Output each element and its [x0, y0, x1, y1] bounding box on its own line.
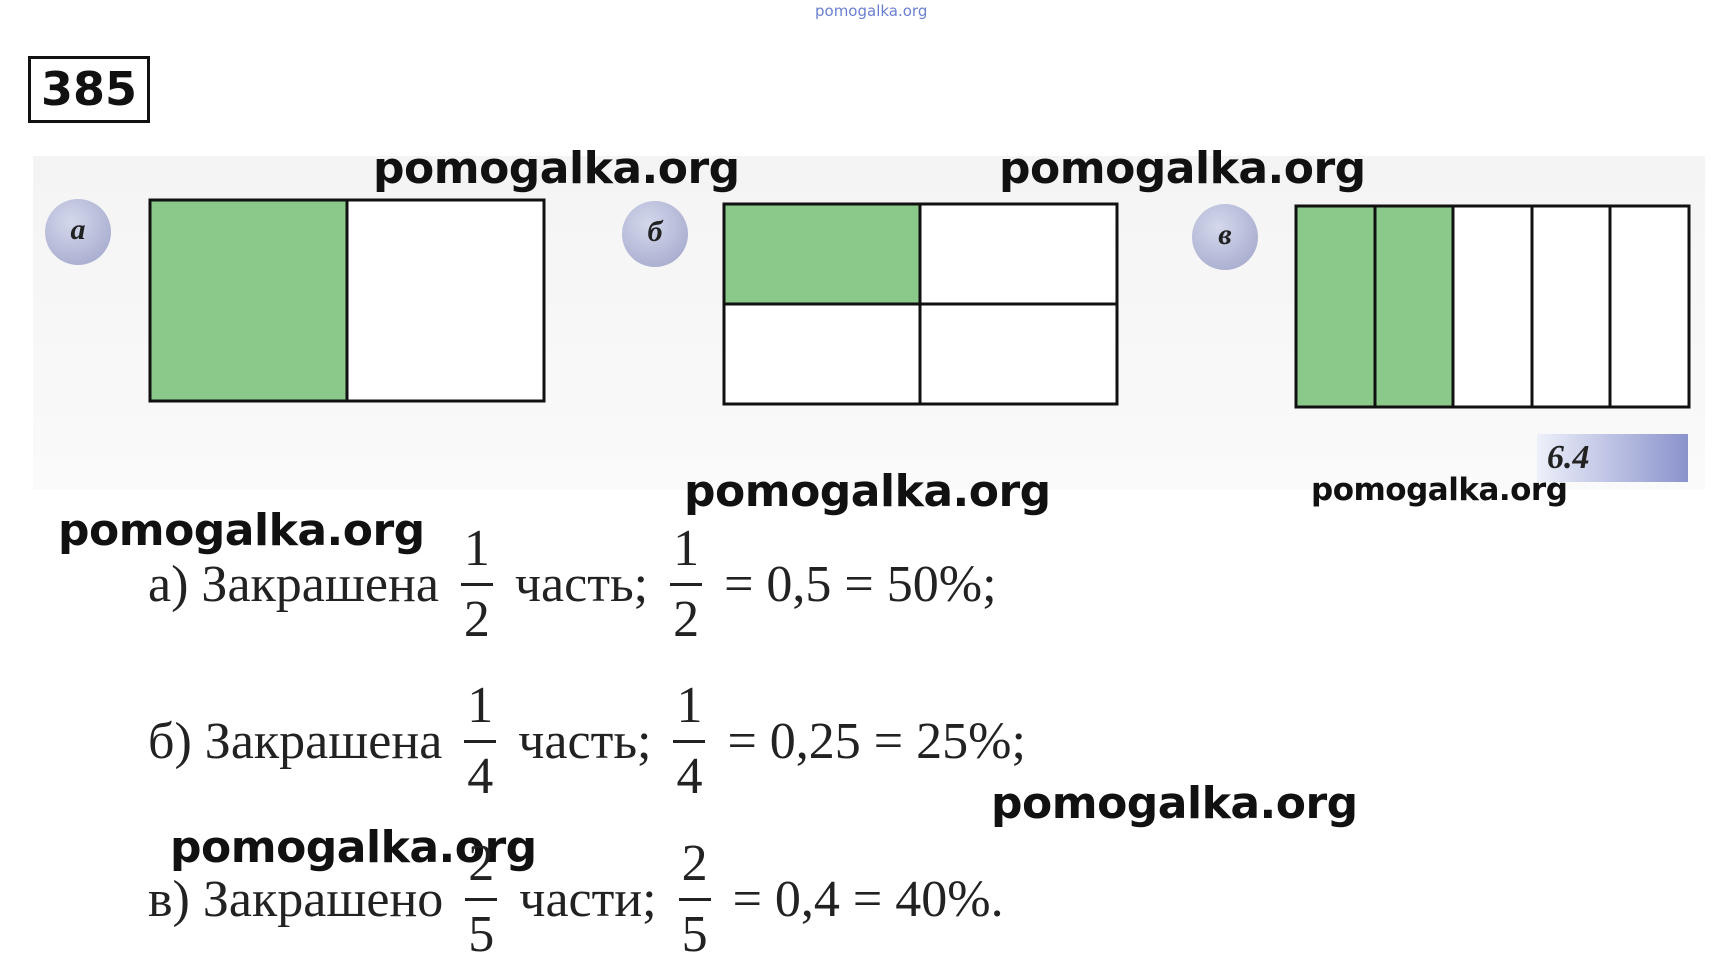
numerator: 1 — [676, 676, 703, 734]
numerator: 2 — [468, 834, 495, 892]
watermark: pomogalka.org — [170, 822, 537, 873]
line-word: части; — [519, 870, 657, 928]
numerator: 2 — [681, 834, 708, 892]
denominator: 5 — [468, 905, 495, 958]
watermark: pomogalka.org — [1311, 472, 1568, 508]
watermark: pomogalka.org — [999, 143, 1366, 194]
fraction-bar — [464, 739, 497, 743]
solution-line: а) Закрашена 1 2 часть; 1 2 = 0,5 = 50%; — [148, 514, 997, 654]
denominator: 4 — [676, 747, 703, 805]
fraction-bar — [673, 739, 706, 743]
denominator: 2 — [463, 590, 490, 648]
problem-number: 385 — [28, 56, 150, 123]
panel-label: б — [622, 201, 688, 267]
watermark: pomogalka.org — [991, 778, 1358, 829]
watermark: pomogalka.org — [58, 505, 425, 556]
line-prefix: в) Закрашено — [148, 870, 444, 928]
line-prefix: б) Закрашена — [148, 712, 443, 770]
denominator: 2 — [673, 590, 700, 648]
numerator: 1 — [673, 519, 700, 577]
line-word: часть; — [518, 712, 652, 770]
line-word: часть; — [514, 555, 649, 613]
solution-line: в) Закрашено 2 5 части; 2 5 = 0,4 = 40%. — [148, 829, 1004, 958]
fraction-bar — [670, 582, 703, 586]
fraction-bar — [465, 897, 498, 901]
figure-shapes — [148, 198, 1691, 409]
watermark: pomogalka.org — [373, 143, 740, 194]
line-result: = 0,5 = 50%; — [724, 555, 997, 613]
numerator: 1 — [463, 519, 490, 577]
numerator: 1 — [467, 676, 494, 734]
line-prefix: а) Закрашена — [148, 555, 439, 613]
site-watermark: pomogalka.org — [815, 2, 928, 20]
watermark: pomogalka.org — [684, 466, 1051, 517]
solution-line: б) Закрашена 1 4 часть; 1 4 = 0,25 = 25%; — [148, 671, 1026, 811]
line-result: = 0,4 = 40%. — [732, 870, 1004, 928]
line-result: = 0,25 = 25%; — [727, 712, 1026, 770]
denominator: 5 — [681, 905, 708, 958]
panel-label: а — [45, 199, 111, 265]
figure-caption: 6.4 — [1537, 434, 1688, 482]
denominator: 4 — [467, 747, 494, 805]
fraction-bar — [460, 582, 493, 586]
panel-label: в — [1192, 204, 1258, 270]
fraction-bar — [678, 897, 711, 901]
